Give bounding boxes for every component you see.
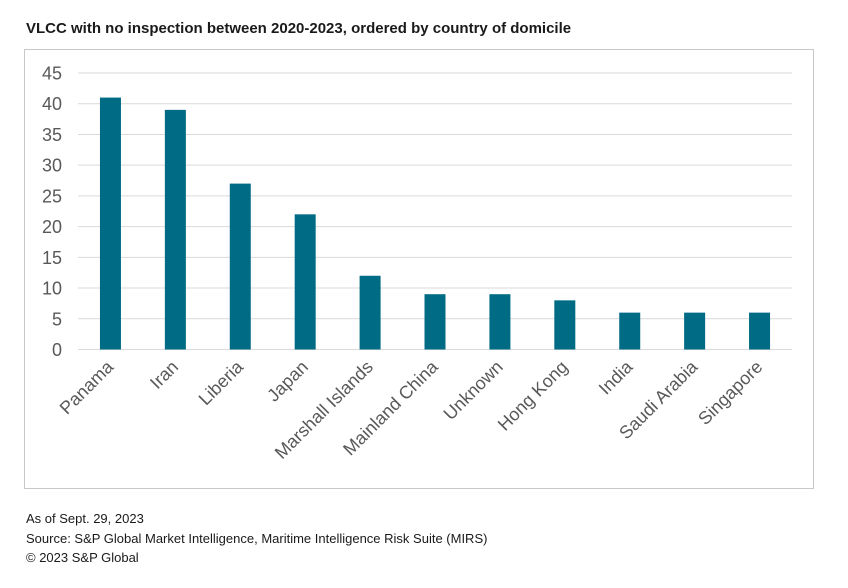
y-tick-label: 10 xyxy=(42,279,62,299)
bars xyxy=(99,97,771,350)
y-tick-label: 5 xyxy=(52,309,62,329)
bar xyxy=(619,312,641,350)
y-tick-label: 15 xyxy=(42,248,62,268)
x-tick-label: Hong Kong xyxy=(494,357,572,435)
footer-source: Source: S&P Global Market Intelligence, … xyxy=(26,531,488,546)
y-tick-label: 30 xyxy=(42,156,62,176)
bar xyxy=(684,312,706,350)
x-tick-label: Unknown xyxy=(440,357,507,424)
bar xyxy=(424,294,446,350)
y-tick-label: 45 xyxy=(42,64,62,84)
x-tick-label: Liberia xyxy=(195,356,248,409)
x-tick-label: Panama xyxy=(56,356,118,418)
y-tick-label: 35 xyxy=(42,125,62,145)
y-tick-label: 20 xyxy=(42,217,62,237)
chart-frame xyxy=(24,49,814,489)
y-tick-label: 25 xyxy=(42,186,62,206)
x-tick-label: Japan xyxy=(263,357,312,406)
bar xyxy=(99,97,121,350)
chart-title: VLCC with no inspection between 2020-202… xyxy=(26,20,572,37)
footer-as-of: As of Sept. 29, 2023 xyxy=(26,511,144,526)
bar xyxy=(749,312,771,350)
bar-chart: 0 5 10 15 20 25 30 35 40 45 Panama Iran Liberia Japa… xyxy=(42,64,792,463)
x-tick-label: Iran xyxy=(146,357,182,393)
y-axis-ticks: 0 5 10 15 20 25 30 35 40 45 xyxy=(42,64,62,361)
y-tick-label: 40 xyxy=(42,94,62,114)
x-tick-label: India xyxy=(595,356,637,398)
bar xyxy=(489,294,511,350)
bar xyxy=(164,109,186,350)
bar xyxy=(554,300,576,350)
bar xyxy=(359,275,381,350)
bar xyxy=(229,183,251,350)
x-tick-label: Singapore xyxy=(694,357,766,429)
footer-copyright: © 2023 S&P Global xyxy=(26,550,139,565)
y-tick-label: 0 xyxy=(52,340,62,360)
bar xyxy=(294,214,316,350)
